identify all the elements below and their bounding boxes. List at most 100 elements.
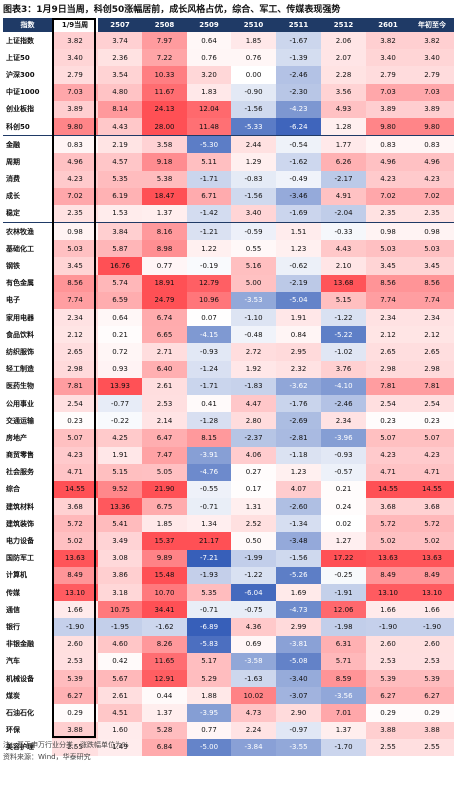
value-cell: -6.04	[231, 584, 276, 602]
value-cell: 0.21	[98, 326, 142, 344]
row-label: 交通运输	[6, 416, 34, 425]
column-header: 2512	[321, 18, 366, 32]
value-cell: 13.10	[410, 584, 454, 602]
table-row: 电力设备 5.02 3.49 15.37 21.17 0.50 -3.48 1.27 5.02 5…	[3, 532, 454, 550]
value-cell: 18.91	[142, 274, 187, 292]
row-label: 中证1000	[6, 88, 40, 97]
value-cell: 0.50	[231, 532, 276, 550]
value-cell: 2.80	[231, 412, 276, 430]
value-cell: 13.63	[366, 549, 410, 567]
value-cell: 11.48	[187, 117, 231, 136]
value-cell: 4.51	[98, 704, 142, 722]
value-cell: 5.28	[142, 721, 187, 739]
value-cell: 3.88	[366, 721, 410, 739]
value-cell: 6.26	[321, 153, 366, 171]
value-cell: 5.02	[366, 532, 410, 550]
table-row: 有色金属 8.56 5.74 18.91 12.79 5.00 -2.19 13.68 8.56…	[3, 274, 454, 292]
value-cell: -3.62	[276, 377, 321, 395]
value-cell: 7.74	[410, 291, 454, 309]
table-row: 稳定 2.35 1.53 1.37 -1.42 3.40 -1.69 -2.04 2.35 2.3…	[3, 204, 454, 223]
value-cell: -1.90	[52, 618, 98, 636]
value-cell: 2.79	[52, 66, 98, 84]
value-cell: -3.55	[276, 738, 321, 756]
value-cell: -1.95	[98, 618, 142, 636]
value-cell: 2.32	[276, 360, 321, 378]
value-cell: 2.55	[52, 738, 98, 756]
value-cell: 4.06	[231, 446, 276, 464]
table-row: 金融 0.83 2.19 3.58 -5.30 2.44 -0.54 1.77 0.83 0.83	[3, 135, 454, 154]
value-cell: 0.76	[231, 49, 276, 67]
value-cell: 5.15	[321, 291, 366, 309]
value-cell: -0.83	[231, 170, 276, 188]
value-cell: -2.17	[321, 170, 366, 188]
value-cell: 13.36	[98, 498, 142, 516]
value-cell: 5.07	[410, 429, 454, 447]
value-cell: 3.89	[52, 100, 98, 118]
source-note: 资料来源：Wind，华泰研究	[3, 753, 91, 761]
row-label: 电力设备	[6, 537, 34, 546]
value-cell: 2.55	[410, 738, 454, 756]
table-row: 中证1000 7.03 4.80 11.67 1.83 -0.90 -2.30 3.56 7.0…	[3, 83, 454, 101]
row-label: 环保	[6, 726, 20, 735]
value-cell: 0.72	[98, 343, 142, 361]
table-row: 公用事业 2.54 -0.77 2.53 0.41 4.47 -1.76 -2.46 2.54 2…	[3, 394, 454, 413]
row-label: 钢铁	[6, 262, 20, 271]
value-cell: 7.03	[366, 83, 410, 101]
value-cell: 3.68	[366, 498, 410, 516]
value-cell: 5.05	[142, 463, 187, 481]
value-cell: 10.70	[142, 584, 187, 602]
value-cell: -6.24	[276, 117, 321, 136]
value-cell: 12.04	[187, 100, 231, 118]
value-cell: 4.71	[410, 463, 454, 481]
table-row: 传媒 13.10 3.18 10.70 5.35 -6.04 1.69 -1.91 13.10 1…	[3, 584, 454, 602]
value-cell: 8.15	[187, 429, 231, 447]
value-cell: 0.55	[231, 240, 276, 258]
value-cell: 8.56	[410, 274, 454, 292]
row-label: 基础化工	[6, 244, 34, 253]
row-label: 国防军工	[6, 554, 34, 563]
value-cell: -1.98	[321, 618, 366, 636]
column-header: 指数	[3, 18, 52, 32]
value-cell: -1.21	[187, 222, 231, 241]
value-cell: 3.58	[142, 135, 187, 154]
value-cell: 9.80	[410, 117, 454, 136]
value-cell: 2.65	[366, 343, 410, 361]
value-cell: 3.82	[366, 32, 410, 50]
value-cell: 5.07	[52, 429, 98, 447]
value-cell: 8.26	[142, 635, 187, 653]
value-cell: 5.03	[366, 240, 410, 258]
table-row: 环保 3.88 1.60 5.28 0.77 2.24 -0.97 1.37 3.88 3.88	[3, 721, 454, 739]
value-cell: 3.45	[410, 257, 454, 275]
row-label: 家用电器	[6, 313, 34, 322]
value-cell: -3.81	[276, 635, 321, 653]
row-label: 沪深300	[6, 70, 35, 79]
column-header: 2509	[187, 18, 231, 32]
value-cell: 9.80	[366, 117, 410, 136]
table-row: 农林牧渔 0.98 3.84 8.16 -1.21 -0.59 1.51 -0.33 0.98 0…	[3, 222, 454, 241]
value-cell: 5.39	[366, 669, 410, 688]
value-cell: 13.10	[52, 584, 98, 602]
value-cell: 0.41	[187, 394, 231, 413]
value-cell: 2.53	[366, 652, 410, 670]
value-cell: -7.21	[187, 549, 231, 567]
value-cell: 4.07	[276, 480, 321, 499]
value-cell: 4.96	[410, 153, 454, 171]
value-cell: 0.29	[366, 704, 410, 722]
value-cell: 3.49	[98, 532, 142, 550]
value-cell: 6.27	[366, 687, 410, 705]
value-cell: 5.17	[187, 652, 231, 670]
value-cell: -0.59	[231, 222, 276, 241]
chart-title: 图表3：1月9日当周，科创50涨幅居前，成长风格占优，综合、军工、传媒表现强势	[3, 5, 341, 15]
value-cell: 3.54	[98, 66, 142, 84]
value-cell: -3.96	[321, 429, 366, 447]
value-cell: 2.54	[52, 394, 98, 413]
value-cell: 1.37	[142, 704, 187, 722]
value-cell: -1.71	[187, 377, 231, 395]
value-cell: 2.52	[231, 515, 276, 533]
value-cell: 7.81	[366, 377, 410, 395]
row-label: 医药生物	[6, 382, 34, 391]
value-cell: 2.60	[410, 635, 454, 653]
value-cell: 2.53	[52, 652, 98, 670]
value-cell: 0.21	[321, 480, 366, 499]
value-cell: 2.35	[366, 204, 410, 223]
